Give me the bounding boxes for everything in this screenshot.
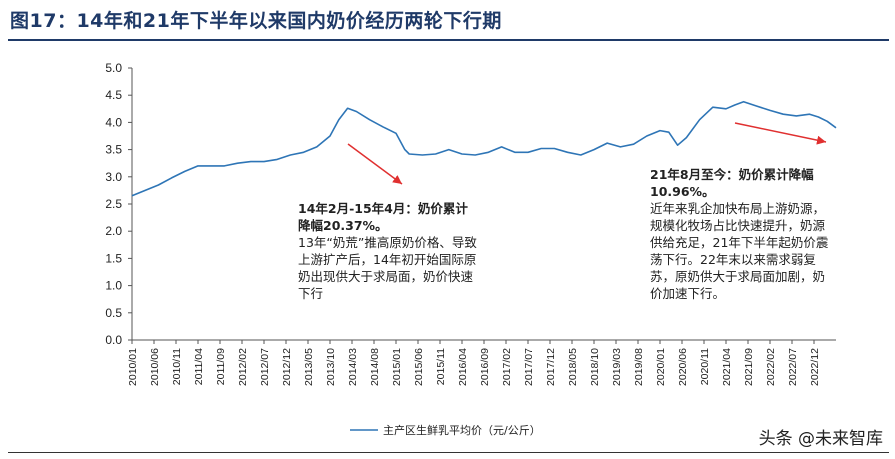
x-tick-label: 2021/04 [721, 348, 733, 386]
x-tick-label: 2015/11 [435, 348, 447, 385]
x-tick-label: 2017/02 [501, 348, 513, 386]
decline-arrow-2021 [734, 122, 827, 145]
title-divider [8, 39, 889, 41]
x-tick-label: 2021/09 [743, 348, 755, 386]
decline-arrow-2014 [347, 143, 403, 185]
x-tick-label: 2015/06 [413, 348, 425, 386]
x-tick-label: 2016/09 [479, 348, 491, 386]
bottom-divider [8, 452, 889, 453]
x-tick-label: 2012/07 [259, 348, 271, 386]
annotation-2014-head: 14年2月-15年4月：奶价累计降幅20.37%。 [298, 201, 468, 233]
figure-title: 图17：14年和21年下半年以来国内奶价经历两轮下行期 [10, 10, 502, 32]
series-line [131, 100, 837, 197]
x-tick-label: 2022/12 [809, 348, 821, 386]
x-tick-label: 2013/05 [303, 348, 315, 386]
x-tick-label: 2011/09 [215, 348, 227, 385]
y-tick-label: 3.0 [105, 170, 122, 184]
x-tick-label: 2010/11 [171, 348, 183, 385]
annotation-2014-body: 13年“奶荒”推高原奶价格、导致上游扩产后，14年初开始国际原奶出现供大于求局面… [298, 235, 477, 301]
x-tick-label: 2019/08 [633, 348, 645, 386]
x-tick-label: 2019/03 [611, 348, 623, 386]
y-tick-label: 0.5 [105, 306, 122, 320]
x-tick-label: 2020/11 [699, 348, 711, 385]
x-tick-label: 2011/04 [193, 348, 205, 385]
x-tick-label: 2018/05 [567, 348, 579, 386]
legend-label: 主产区生鲜乳平均价（元/公斤） [383, 423, 541, 437]
x-tick-label: 2020/01 [655, 348, 667, 386]
annotation-2021-decline: 21年8月至今：奶价累计降幅10.96%。 近年来乳企加快布局上游奶源，规模化牧… [650, 166, 835, 302]
x-tick-label: 2010/06 [149, 348, 161, 386]
y-tick-label: 5.0 [105, 61, 122, 75]
x-tick-label: 2012/12 [281, 348, 293, 386]
x-tick-label: 2022/02 [765, 348, 777, 386]
x-tick-label: 2012/02 [237, 348, 249, 386]
y-tick-label: 0.0 [105, 333, 122, 347]
y-tick-label: 4.5 [105, 88, 122, 102]
x-tick-label: 2020/06 [677, 348, 689, 386]
x-tick-label: 2014/03 [347, 348, 359, 386]
source-watermark: 头条 @未来智库 [758, 429, 883, 449]
x-tick-label: 2015/01 [391, 348, 403, 386]
x-tick-label: 2010/01 [127, 348, 139, 386]
annotation-2021-head: 21年8月至今：奶价累计降幅10.96%。 [650, 167, 814, 199]
x-tick-label: 2018/10 [589, 348, 601, 386]
x-tick-label: 2022/07 [787, 348, 799, 386]
annotation-2021-body: 近年来乳企加快布局上游奶源，规模化牧场占比快速提升，奶源供给充足，21年下半年起… [650, 201, 829, 301]
y-tick-label: 2.0 [105, 224, 122, 238]
y-tick-label: 3.5 [105, 143, 122, 157]
y-tick-label: 1.0 [105, 279, 122, 293]
y-tick-label: 1.5 [105, 251, 122, 265]
x-tick-label: 2017/07 [523, 348, 535, 386]
x-tick-label: 2014/08 [369, 348, 381, 386]
annotation-2014-decline: 14年2月-15年4月：奶价累计降幅20.37%。 13年“奶荒”推高原奶价格、… [298, 200, 478, 302]
x-tick-label: 2017/12 [545, 348, 557, 386]
x-tick-label: 2013/10 [325, 348, 337, 386]
x-tick-label: 2016/04 [457, 348, 469, 386]
y-tick-label: 4.0 [105, 115, 122, 129]
y-tick-label: 2.5 [105, 197, 122, 211]
